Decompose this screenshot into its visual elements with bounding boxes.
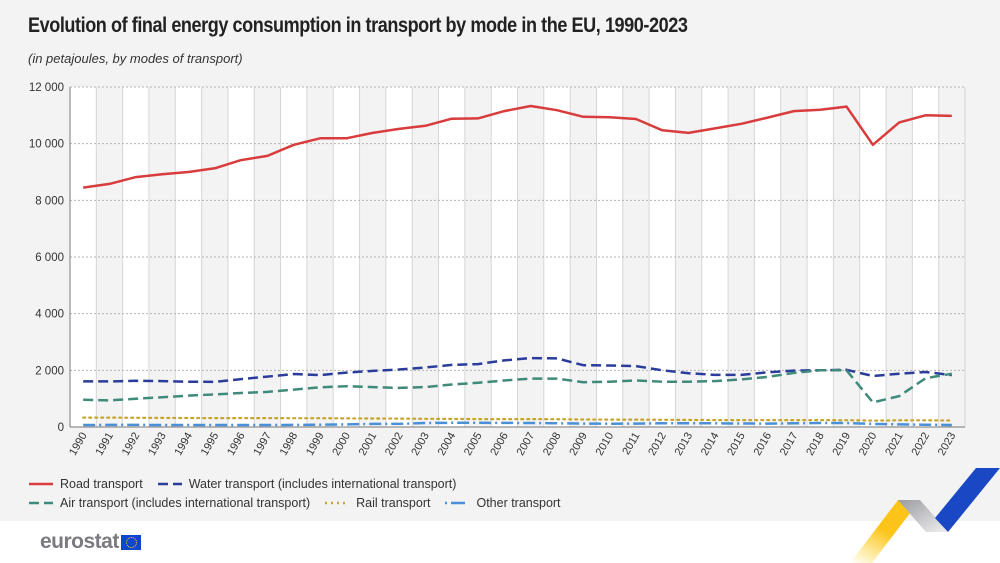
series-line-road (83, 104, 952, 189)
x-tick-label: 2001 (357, 431, 380, 458)
legend-item: Air transport (includes international tr… (28, 496, 310, 510)
series-line-air (83, 369, 953, 404)
x-tick-label: 2011 (620, 431, 642, 457)
x-tick-label: 2018 (804, 431, 827, 458)
chart-title: Evolution of final energy consumption in… (28, 14, 688, 37)
y-tick-label: 4 000 (35, 309, 64, 321)
y-tick-label: 10 000 (29, 139, 64, 151)
y-tick-label: 2 000 (35, 365, 64, 377)
legend: Road transport Water transport (includes … (28, 474, 575, 512)
logo-text: eurostat (40, 530, 119, 553)
eurostat-logo: eurostat (40, 530, 141, 554)
x-tick-label: 2005 (462, 431, 485, 458)
category-band (227, 87, 255, 427)
y-tick-label: 6 000 (35, 252, 64, 264)
x-tick-label: 2014 (699, 431, 722, 458)
x-tick-label: 2016 (752, 431, 775, 458)
y-tick-label: 8 000 (35, 195, 64, 207)
decorative-ribbon (850, 468, 1000, 563)
legend-swatch (29, 501, 53, 504)
legend-label: Road transport (60, 476, 143, 491)
eu-flag-icon (120, 534, 141, 550)
legend-swatch (445, 501, 470, 504)
x-tick-label: 2010 (594, 431, 617, 458)
x-tick-label: 1992 (120, 431, 143, 458)
legend-item: Other transport (444, 495, 561, 510)
x-tick-label: 2002 (383, 431, 406, 458)
x-tick-label: 1998 (278, 431, 301, 458)
x-tick-label: 2017 (778, 431, 801, 458)
x-tick-label: 2009 (567, 431, 590, 458)
x-tick-label: 2007 (515, 431, 538, 458)
x-tick-label: 1990 (67, 431, 90, 458)
x-tick-label: 1995 (199, 431, 222, 458)
x-tick-label: 2022 (909, 431, 932, 458)
y-tick-label: 0 (58, 422, 64, 434)
legend-swatch (29, 482, 53, 485)
legend-label: Other transport (476, 495, 561, 510)
x-tick-label: 1993 (146, 431, 169, 458)
legend-swatch (157, 482, 182, 485)
legend-item: Water transport (includes international … (157, 476, 457, 491)
legend-label: Water transport (includes international … (188, 476, 457, 491)
x-tick-label: 1999 (304, 431, 327, 458)
series-line-other (83, 421, 952, 427)
series-line-rail (82, 416, 953, 422)
legend-item: Rail transport (324, 496, 430, 510)
x-tick-label: 1994 (172, 431, 195, 458)
category-band (543, 87, 571, 427)
x-tick-label: 2020 (857, 431, 880, 458)
x-tick-label: 2012 (646, 431, 669, 458)
legend-item: Road transport (28, 477, 143, 491)
x-tick-label: 2021 (883, 431, 906, 458)
legend-label: Rail transport (356, 495, 431, 510)
line-chart: 1990 1991 1992 1993 1994 1995 1996 1997 1998 1999… (29, 82, 966, 458)
x-tick-label: 2004 (436, 431, 459, 458)
x-tick-label: 2019 (831, 431, 854, 458)
x-tick-label: 2023 (936, 431, 959, 458)
x-tick-label: 2015 (725, 431, 748, 458)
legend-swatch (325, 501, 350, 504)
x-tick-label: 2006 (488, 431, 511, 458)
legend-label: Air transport (includes international tr… (60, 495, 311, 510)
chart-subtitle: (in petajoules, by modes of transport) (28, 51, 243, 66)
x-tick-label: 2000 (330, 431, 353, 458)
x-tick-label: 2008 (541, 431, 564, 458)
x-tick-label: 2003 (409, 431, 432, 458)
x-tick-label: 1996 (225, 431, 248, 458)
y-tick-label: 12 000 (29, 82, 64, 94)
x-tick-label: 1991 (93, 431, 116, 458)
x-tick-label: 1997 (251, 431, 274, 458)
x-tick-label: 2013 (673, 431, 696, 458)
